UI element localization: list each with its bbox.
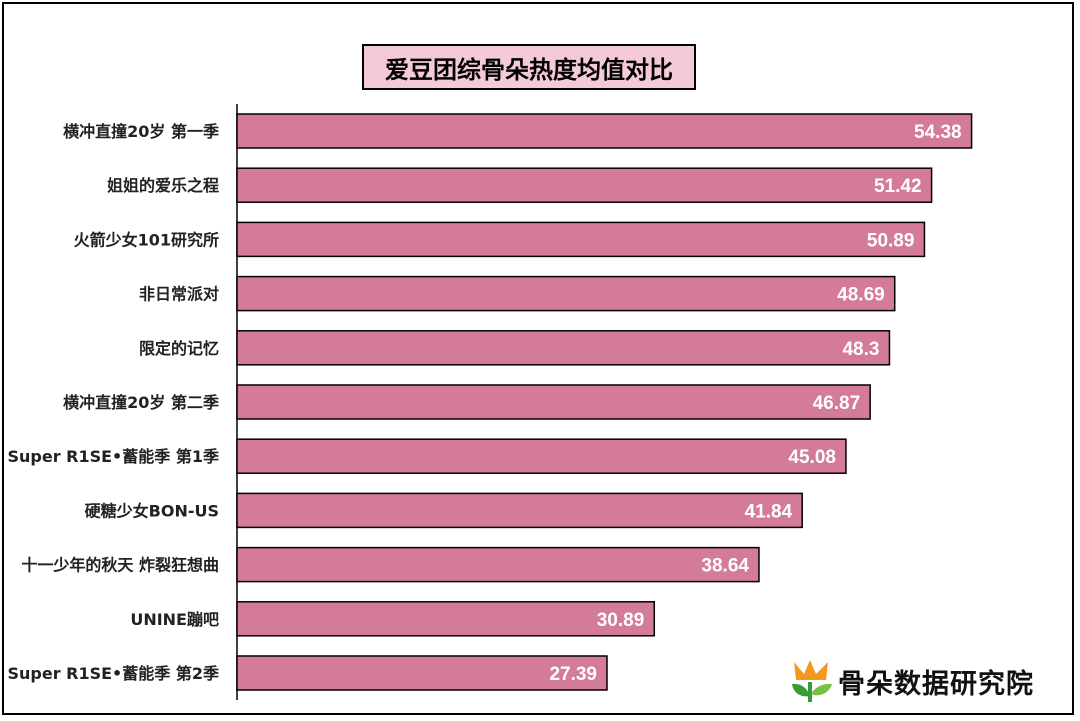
bar <box>236 330 891 366</box>
category-label: 硬糖少女BON-US <box>85 501 219 520</box>
bar <box>236 492 803 529</box>
data-label: 48.69 <box>837 285 885 306</box>
bar <box>236 113 973 149</box>
category-label: 十一少年的秋天 炸裂狂想曲 <box>21 556 219 575</box>
data-label: 27.39 <box>549 664 597 685</box>
category-label: Super R1SE•蓄能季 第2季 <box>7 664 220 683</box>
bar <box>236 221 926 258</box>
bar <box>236 546 760 583</box>
data-label: 54.38 <box>914 122 962 143</box>
data-label: 41.84 <box>745 501 793 522</box>
category-label: UNINE蹦吧 <box>130 610 219 629</box>
bar <box>236 601 656 637</box>
brand-logo-text: 骨朵数据研究院 <box>838 669 1034 700</box>
category-label: 横冲直撞20岁 第一季 <box>63 122 220 141</box>
bar <box>236 438 847 474</box>
sprout-logo-icon <box>792 660 832 703</box>
category-label: 横冲直撞20岁 第二季 <box>63 393 220 412</box>
bar <box>236 167 933 203</box>
chart-title: 爱豆团综骨朵热度均值对比 <box>362 44 696 90</box>
category-label: 限定的记忆 <box>139 339 219 358</box>
data-label: 30.89 <box>597 610 645 631</box>
bar <box>236 655 608 691</box>
category-label: 火箭少女101研究所 <box>74 230 219 249</box>
data-label: 46.87 <box>813 393 861 414</box>
data-label: 50.89 <box>867 230 915 251</box>
data-label: 38.64 <box>701 556 749 577</box>
category-label: Super R1SE•蓄能季 第1季 <box>7 447 220 466</box>
category-label: 姐姐的爱乐之程 <box>107 176 219 195</box>
brand-logo: 骨朵数据研究院 <box>790 656 1070 708</box>
data-label: 45.08 <box>788 447 836 468</box>
bar <box>236 384 871 420</box>
category-label: 非日常派对 <box>139 285 219 304</box>
data-label: 51.42 <box>874 176 922 197</box>
bar <box>236 275 896 312</box>
data-label: 48.3 <box>842 339 879 360</box>
